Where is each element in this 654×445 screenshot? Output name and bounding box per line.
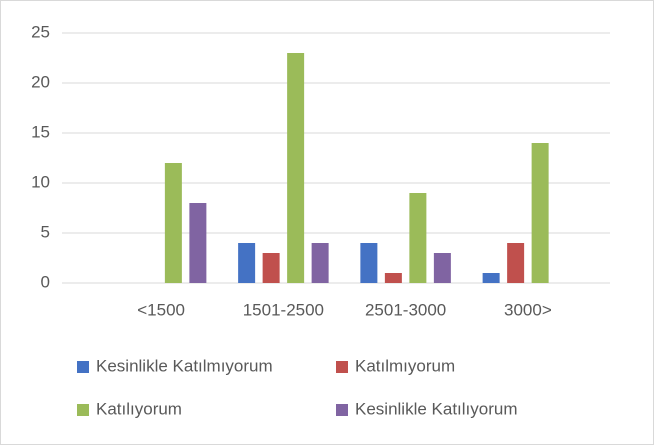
legend-label: Katılmıyorum <box>355 356 455 375</box>
x-tick-label: <1500 <box>137 300 185 319</box>
y-tick-label: 15 <box>31 122 50 141</box>
legend-swatch <box>336 361 348 373</box>
legend-swatch <box>336 404 348 416</box>
y-tick-label: 10 <box>31 172 50 191</box>
bar <box>384 273 402 283</box>
x-tick-label: 1501-2500 <box>243 300 324 319</box>
bar <box>433 253 451 283</box>
bar <box>164 163 182 283</box>
legend-swatch <box>77 361 89 373</box>
legend-label: Kesinlikle Katılıyorum <box>355 399 518 418</box>
bar <box>507 243 525 283</box>
legend-swatch <box>77 404 89 416</box>
legend-label: Kesinlikle Katılmıyorum <box>96 356 273 375</box>
legend-label: Katılıyorum <box>96 399 182 418</box>
bar <box>189 203 207 283</box>
y-tick-label: 0 <box>41 272 50 291</box>
bar <box>287 53 305 283</box>
bar <box>409 193 427 283</box>
bar <box>531 143 549 283</box>
bar <box>482 273 500 283</box>
y-tick-label: 25 <box>31 22 50 41</box>
bar <box>311 243 329 283</box>
bar <box>360 243 378 283</box>
y-tick-label: 5 <box>41 222 50 241</box>
bar <box>262 253 280 283</box>
x-tick-label: 2501-3000 <box>365 300 446 319</box>
x-tick-label: 3000> <box>504 300 552 319</box>
y-tick-label: 20 <box>31 72 50 91</box>
bar <box>238 243 256 283</box>
